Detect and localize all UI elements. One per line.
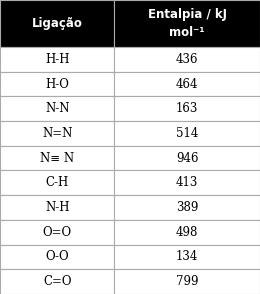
Text: 389: 389 xyxy=(176,201,198,214)
Bar xyxy=(114,96,260,121)
Bar xyxy=(114,146,260,171)
Text: 464: 464 xyxy=(176,78,198,91)
Text: H-H: H-H xyxy=(45,53,69,66)
Text: C-H: C-H xyxy=(46,176,69,189)
Bar xyxy=(0,47,114,72)
Bar xyxy=(0,146,114,171)
Text: C=O: C=O xyxy=(43,275,72,288)
Text: Ligação: Ligação xyxy=(32,17,83,30)
Text: 134: 134 xyxy=(176,250,198,263)
Bar xyxy=(0,171,114,195)
Text: N≡ N: N≡ N xyxy=(40,152,74,165)
Bar xyxy=(0,220,114,245)
Text: N-N: N-N xyxy=(45,102,69,115)
Bar xyxy=(0,121,114,146)
Text: 436: 436 xyxy=(176,53,198,66)
Text: 799: 799 xyxy=(176,275,198,288)
Bar xyxy=(0,195,114,220)
Bar xyxy=(114,195,260,220)
Bar xyxy=(114,72,260,96)
Bar xyxy=(0,0,114,47)
Bar xyxy=(0,269,114,294)
Bar xyxy=(0,245,114,269)
Text: Entalpia / kJ
mol⁻¹: Entalpia / kJ mol⁻¹ xyxy=(148,8,227,39)
Text: N=N: N=N xyxy=(42,127,72,140)
Text: H-O: H-O xyxy=(45,78,69,91)
Bar xyxy=(0,72,114,96)
Bar xyxy=(0,96,114,121)
Text: 163: 163 xyxy=(176,102,198,115)
Text: 946: 946 xyxy=(176,152,198,165)
Bar xyxy=(114,171,260,195)
Bar xyxy=(114,47,260,72)
Text: O-O: O-O xyxy=(46,250,69,263)
Bar xyxy=(114,269,260,294)
Bar xyxy=(114,245,260,269)
Text: 514: 514 xyxy=(176,127,198,140)
Text: 498: 498 xyxy=(176,226,198,239)
Text: N-H: N-H xyxy=(45,201,69,214)
Bar xyxy=(114,220,260,245)
Bar xyxy=(114,0,260,47)
Text: 413: 413 xyxy=(176,176,198,189)
Text: O=O: O=O xyxy=(43,226,72,239)
Bar xyxy=(114,121,260,146)
